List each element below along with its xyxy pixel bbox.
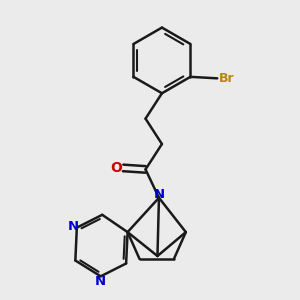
Text: Br: Br [219, 72, 234, 85]
Text: N: N [68, 220, 79, 233]
Text: N: N [154, 188, 165, 201]
Text: O: O [111, 161, 122, 175]
Text: N: N [95, 274, 106, 288]
